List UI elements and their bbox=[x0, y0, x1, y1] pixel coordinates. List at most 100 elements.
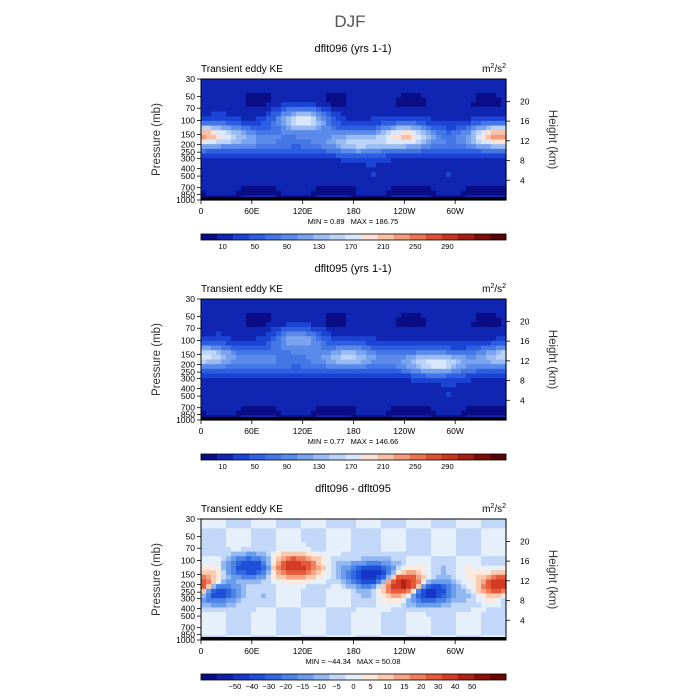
heatmap-cell bbox=[201, 190, 207, 196]
y-tick-label: 150 bbox=[181, 350, 195, 360]
heatmap-cell bbox=[361, 167, 367, 173]
heatmap-cell bbox=[206, 392, 212, 398]
heatmap-cell bbox=[381, 401, 387, 407]
heatmap-cell bbox=[291, 616, 297, 622]
heatmap-cell bbox=[211, 593, 217, 599]
heatmap-cell bbox=[456, 537, 462, 543]
heatmap-cell bbox=[326, 153, 332, 159]
heatmap-cell bbox=[301, 331, 307, 337]
heatmap-cell bbox=[286, 373, 292, 379]
heatmap-cell bbox=[456, 153, 462, 159]
heatmap-cell bbox=[386, 542, 392, 548]
heatmap-cell bbox=[491, 106, 497, 113]
heatmap-cell bbox=[461, 336, 467, 342]
heatmap-cell bbox=[286, 162, 292, 169]
heatmap-cell bbox=[331, 519, 337, 525]
heatmap-cell bbox=[201, 368, 207, 375]
heatmap-cell bbox=[491, 102, 497, 108]
heatmap-cell bbox=[231, 616, 237, 622]
heatmap-cell bbox=[486, 387, 492, 393]
heatmap-cell bbox=[356, 626, 362, 632]
heatmap-cell bbox=[376, 111, 382, 117]
heatmap-cell bbox=[266, 308, 272, 314]
heatmap-cell bbox=[481, 326, 487, 333]
heatmap-cell bbox=[346, 116, 352, 122]
heatmap-cell bbox=[271, 523, 277, 529]
heatmap-cell bbox=[436, 387, 442, 393]
heatmap-cell bbox=[356, 354, 362, 361]
heatmap-cell bbox=[456, 607, 462, 613]
heatmap-cell bbox=[246, 368, 252, 375]
heatmap-cell bbox=[206, 368, 212, 375]
heatmap-cell bbox=[211, 551, 217, 557]
heatmap-cell bbox=[361, 186, 367, 192]
heatmap-cell bbox=[316, 551, 322, 557]
heatmap-cell bbox=[231, 106, 237, 113]
heatmap-cell bbox=[426, 153, 432, 159]
heatmap-cell bbox=[351, 120, 357, 127]
heatmap-cell bbox=[486, 588, 492, 595]
heatmap-cell bbox=[241, 340, 247, 347]
heatmap-cell bbox=[446, 303, 452, 309]
heatmap-cell bbox=[271, 537, 277, 543]
heatmap-cell bbox=[396, 537, 402, 543]
heatmap-cell bbox=[386, 167, 392, 173]
heatmap-cell bbox=[436, 162, 442, 169]
heatmap-cell bbox=[426, 519, 432, 525]
heatmap-cell bbox=[481, 359, 487, 365]
heatmap-cell bbox=[326, 574, 332, 581]
heatmap-cell bbox=[426, 167, 432, 173]
heatmap-cell bbox=[406, 368, 412, 375]
heatmap-cell bbox=[261, 593, 267, 599]
heatmap-cell bbox=[226, 111, 232, 117]
heatmap-cell bbox=[246, 144, 252, 150]
heatmap-cell bbox=[446, 102, 452, 108]
heatmap-cell bbox=[476, 172, 482, 178]
heatmap-cell bbox=[251, 570, 257, 576]
heatmap-cell bbox=[201, 336, 207, 342]
heatmap-cell bbox=[361, 359, 367, 365]
heatmap-cell bbox=[271, 102, 277, 108]
heatmap-cell bbox=[236, 359, 242, 365]
heatmap-cell bbox=[386, 186, 392, 192]
heatmap-cell bbox=[481, 186, 487, 192]
heatmap-cell bbox=[291, 322, 297, 328]
heatmap-cell bbox=[486, 382, 492, 389]
heatmap-cell bbox=[241, 528, 247, 534]
heatmap-cell bbox=[336, 368, 342, 375]
heatmap-cell bbox=[491, 308, 497, 314]
heatmap-cell bbox=[466, 106, 472, 113]
heatmap-cell bbox=[441, 303, 447, 309]
heatmap-cell bbox=[266, 144, 272, 150]
heatmap-cell bbox=[361, 116, 367, 122]
heatmap-cell bbox=[396, 162, 402, 169]
heatmap-cell bbox=[356, 120, 362, 127]
heatmap-cell bbox=[226, 579, 232, 585]
heatmap-cell bbox=[466, 102, 472, 108]
heatmap-cell bbox=[236, 116, 242, 122]
heatmap-cell bbox=[216, 602, 222, 609]
heatmap-cell bbox=[371, 556, 377, 562]
heatmap-cell bbox=[256, 593, 262, 599]
heatmap-cell bbox=[406, 102, 412, 108]
heatmap-cell bbox=[386, 626, 392, 632]
heatmap-cell bbox=[366, 120, 372, 127]
heatmap-cell bbox=[461, 106, 467, 113]
heatmap-cell bbox=[226, 303, 232, 309]
heatmap-cell bbox=[211, 528, 217, 534]
heatmap-cell bbox=[231, 570, 237, 576]
heatmap-cell bbox=[211, 83, 217, 89]
heatmap-cell bbox=[501, 106, 507, 113]
heatmap-cell bbox=[306, 593, 312, 599]
heatmap-cell bbox=[386, 336, 392, 342]
heatmap-cell bbox=[436, 359, 442, 365]
heatmap-cell bbox=[346, 532, 352, 539]
heatmap-cell bbox=[501, 616, 507, 622]
heatmap-cell bbox=[401, 579, 407, 585]
heatmap-cell bbox=[421, 303, 427, 309]
heatmap-cell bbox=[241, 378, 247, 384]
heatmap-cell bbox=[386, 584, 392, 590]
heatmap-cell bbox=[486, 368, 492, 375]
heatmap-cell bbox=[321, 410, 327, 416]
heatmap-cell bbox=[266, 410, 272, 416]
